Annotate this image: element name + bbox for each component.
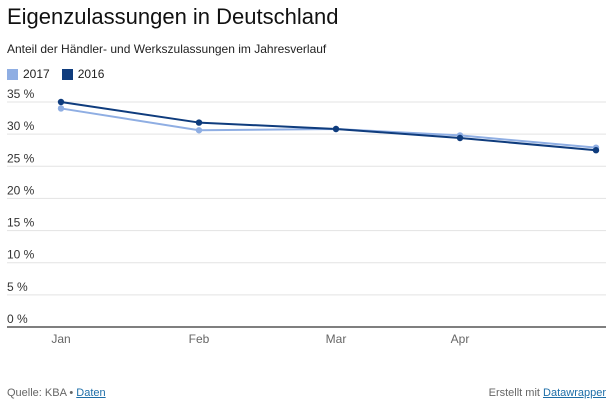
y-tick-label: 0 % xyxy=(7,312,28,326)
source-note: Quelle: KBA • Daten xyxy=(7,387,106,399)
y-tick-label: 25 % xyxy=(7,151,35,165)
credit-note: Erstellt mit Datawrapper xyxy=(489,387,606,399)
credit-text: Erstellt mit xyxy=(488,387,544,399)
x-tick-label: Jan xyxy=(51,332,70,346)
y-tick-label: 15 % xyxy=(7,216,35,230)
datawrapper-link[interactable]: Datawrapper xyxy=(543,387,606,399)
legend-label-2017: 2017 xyxy=(23,67,50,81)
x-tick-label: Feb xyxy=(189,332,210,346)
source-text: Quelle: KBA • xyxy=(7,387,77,399)
data-point-2017 xyxy=(57,105,65,112)
y-tick-label: 10 % xyxy=(7,248,35,262)
legend-label-2016: 2016 xyxy=(77,67,105,81)
data-point-2016 xyxy=(456,134,464,142)
y-tick-label: 20 % xyxy=(7,183,35,197)
y-tick-label: 35 % xyxy=(7,87,35,101)
legend-swatch-2017 xyxy=(7,68,18,80)
y-tick-label: 30 % xyxy=(7,119,35,133)
chart-subtitle: Anteil der Händler- und Werkszulassungen… xyxy=(7,42,327,56)
data-link[interactable]: Daten xyxy=(76,387,106,399)
chart-title: Eigenzulassungen in Deutschland xyxy=(7,4,339,29)
data-point-2016 xyxy=(592,147,600,154)
x-tick-label: Mar xyxy=(326,332,347,346)
series-line-2016 xyxy=(60,101,597,152)
legend: 2017 2016 xyxy=(7,67,116,81)
data-point-2016 xyxy=(332,125,340,133)
legend-swatch-2016 xyxy=(61,68,73,80)
legend-item-2016: 2016 xyxy=(61,67,105,81)
legend-item-2017: 2017 xyxy=(7,67,50,81)
data-point-2016 xyxy=(57,98,65,106)
y-tick-label: 5 % xyxy=(7,280,28,294)
line-chart: 0 % 5 % 10 % 15 % 20 % 25 % 30 % 35 % Jan Feb Mar A… xyxy=(7,87,606,346)
x-tick-label: Apr xyxy=(451,332,470,346)
data-point-2017 xyxy=(195,127,203,134)
data-point-2016 xyxy=(195,119,203,126)
